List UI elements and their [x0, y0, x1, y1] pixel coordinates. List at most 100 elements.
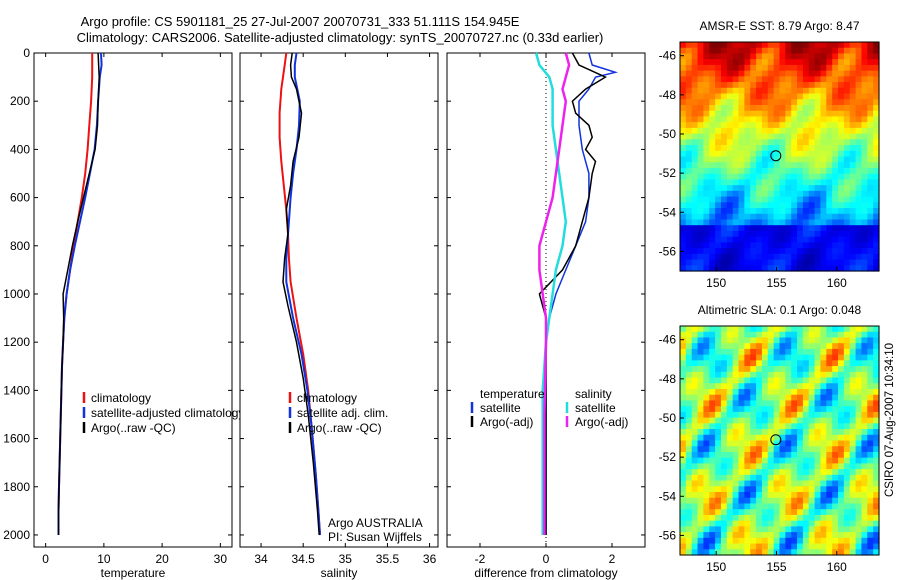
heatmap-cell — [814, 230, 822, 238]
heatmap-cell — [738, 173, 745, 180]
heatmap-cell — [791, 42, 798, 49]
heatmap-cell — [715, 70, 722, 77]
heatmap-cell — [744, 99, 751, 106]
heatmap-cell — [832, 242, 839, 249]
heatmap-cell — [744, 337, 751, 344]
heatmap-cell — [732, 423, 740, 430]
heatmap-cell — [861, 116, 868, 123]
heatmap-cell — [843, 104, 851, 112]
heatmap-cell — [779, 394, 786, 402]
heatmap-cell — [855, 354, 863, 361]
heatmap-cell — [697, 145, 705, 152]
heatmap-cell — [691, 122, 699, 129]
heatmap-cell — [849, 514, 857, 522]
heatmap-cell — [691, 82, 699, 89]
heatmap-cell — [761, 104, 769, 112]
heatmap-cell — [838, 354, 845, 361]
heatmap-cell — [802, 377, 810, 384]
y-tick-label: 1800 — [3, 480, 30, 494]
heatmap-cell — [814, 265, 822, 272]
heatmap-cell — [873, 122, 880, 129]
heatmap-cell — [808, 230, 816, 238]
heatmap-cell — [744, 509, 751, 516]
heatmap-cell — [843, 145, 851, 152]
heatmap-cell — [697, 503, 705, 510]
heatmap-cell — [820, 122, 827, 129]
heatmap-cell — [720, 59, 728, 66]
heatmap-cell — [715, 366, 722, 373]
heatmap-cell — [720, 480, 728, 487]
heatmap-cell — [820, 59, 827, 66]
heatmap-cell — [867, 400, 874, 407]
heatmap-cell — [802, 469, 810, 476]
heatmap-cell — [720, 503, 728, 510]
heatmap-cell — [744, 514, 751, 522]
heatmap-cell — [773, 87, 781, 95]
heatmap-cell — [867, 150, 874, 158]
heatmap-cell — [849, 116, 857, 123]
heatmap-cell — [773, 99, 781, 106]
heatmap-cell — [685, 70, 693, 77]
heatmap-cell — [861, 196, 868, 203]
heatmap-cell — [802, 99, 810, 106]
heatmap-cell — [732, 116, 740, 123]
heatmap-cell — [791, 446, 798, 453]
x-tick-label: 35.5 — [376, 552, 400, 566]
heatmap-cell — [791, 87, 798, 95]
heatmap-cell — [732, 537, 740, 545]
heatmap-cell — [715, 145, 722, 152]
heatmap-cell — [767, 331, 775, 339]
annotation-text: Argo AUSTRALIA — [328, 516, 423, 530]
heatmap-cell — [873, 208, 880, 215]
heatmap-cell — [797, 371, 804, 379]
heatmap-cell — [826, 406, 833, 413]
heatmap-cell — [843, 520, 851, 527]
heatmap-cell — [797, 230, 804, 238]
heatmap-cell — [838, 549, 845, 556]
y-tick-label: -52 — [659, 450, 677, 464]
heatmap-cell — [732, 417, 740, 424]
heatmap-cell — [779, 492, 786, 499]
heatmap-cell — [756, 348, 763, 356]
heatmap-cell — [773, 457, 781, 464]
heatmap-cell — [832, 463, 839, 470]
heatmap-cell — [808, 122, 816, 129]
heatmap-cell — [832, 469, 839, 476]
heatmap-cell — [791, 162, 798, 169]
heatmap-cell — [802, 259, 810, 266]
heatmap-cell — [826, 156, 833, 163]
heatmap-cell — [867, 451, 874, 459]
heatmap-cell — [849, 366, 857, 373]
heatmap-cell — [720, 343, 728, 350]
heatmap-cell — [820, 242, 827, 249]
heatmap-cell — [773, 469, 781, 476]
heatmap-cell — [838, 394, 845, 402]
heatmap-cell — [750, 150, 757, 158]
heatmap-cell — [826, 457, 833, 464]
heatmap-cell — [726, 179, 734, 186]
heatmap-cell — [785, 417, 792, 424]
heatmap-cell — [785, 371, 792, 379]
heatmap-cell — [680, 208, 687, 215]
y-tick-label: 1600 — [3, 432, 30, 446]
heatmap-cell — [703, 532, 710, 539]
heatmap-cell — [738, 520, 745, 527]
heatmap-cell — [726, 167, 734, 175]
heatmap-cell — [791, 253, 798, 261]
heatmap-cell — [744, 388, 751, 396]
heatmap-cell — [873, 549, 880, 556]
heatmap-cell — [691, 242, 699, 249]
heatmap-cell — [738, 253, 745, 261]
heatmap-cell — [709, 354, 716, 361]
heatmap-cell — [820, 492, 827, 499]
heatmap-cell — [785, 127, 792, 135]
heatmap-cell — [738, 133, 745, 140]
heatmap-cell — [849, 469, 857, 476]
heatmap-cell — [703, 503, 710, 510]
heatmap-cell — [738, 219, 745, 226]
heatmap-cell — [750, 162, 757, 169]
heatmap-cell — [709, 127, 716, 135]
heatmap-cell — [691, 110, 699, 118]
heatmap-cell — [726, 537, 734, 545]
heatmap-cell — [785, 208, 792, 215]
